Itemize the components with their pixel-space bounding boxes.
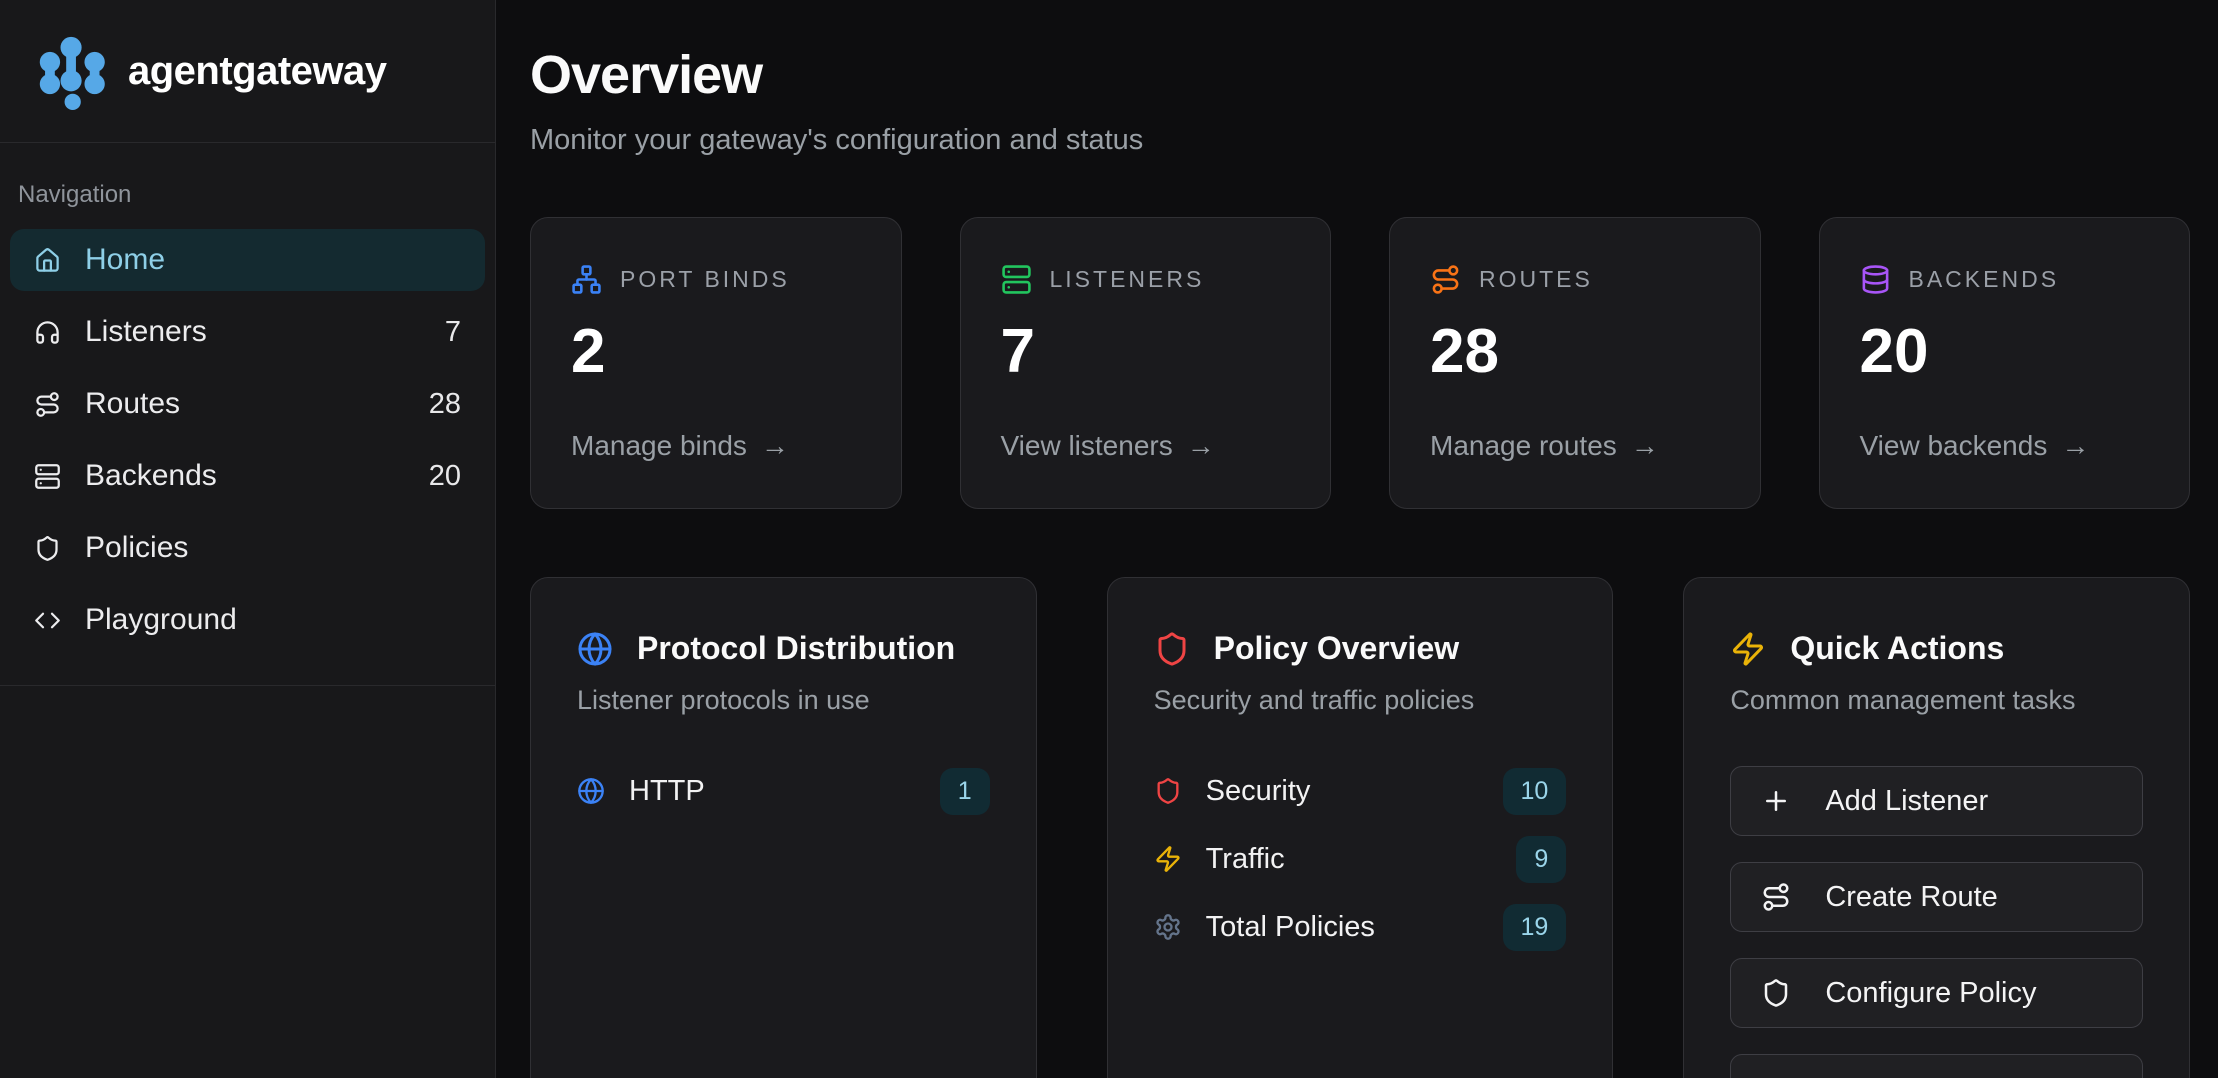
quick-action-button-partial[interactable]	[1730, 1054, 2143, 1078]
traffic-count-badge: 9	[1516, 835, 1567, 883]
sidebar-item-listeners[interactable]: Listeners 7	[10, 301, 485, 363]
policy-overview-card: Policy Overview Security and traffic pol…	[1106, 577, 1614, 1078]
plus-icon	[1766, 791, 1787, 811]
gear-icon	[1155, 914, 1180, 940]
lightning-icon	[1156, 846, 1180, 872]
sidebar-item-label: Backends	[85, 459, 217, 492]
manage-binds-link[interactable]: Manage binds →	[571, 430, 861, 462]
policy-row-security: Security 10	[1154, 767, 1567, 815]
row-label: HTTP	[629, 774, 705, 807]
agentgateway-logo-icon	[39, 36, 105, 110]
lightning-icon	[1733, 632, 1764, 665]
shield-icon	[1158, 632, 1186, 666]
shield-icon	[37, 535, 58, 561]
page-subtitle: Monitor your gateway's configuration and…	[530, 124, 1144, 156]
sidebar-item-home[interactable]: Home	[10, 229, 485, 291]
page-title: Overview	[530, 45, 763, 105]
quick-actions-card: Quick Actions Common management tasks Ad…	[1683, 577, 2190, 1078]
stat-card-port-binds: PORT BINDS 2 Manage binds →	[530, 217, 902, 509]
panel-subtitle: Security and traffic policies	[1153, 685, 1475, 715]
stat-label: LISTENERS	[1049, 266, 1205, 292]
protocol-distribution-card: Protocol Distribution Listener protocols…	[530, 577, 1037, 1078]
route-icon	[36, 391, 59, 417]
stat-value: 7	[1000, 317, 1035, 386]
action-button-label: Create Route	[1825, 880, 1998, 913]
server-icon	[35, 463, 60, 489]
panel-title: Quick Actions	[1790, 630, 2005, 666]
create-route-button[interactable]: Create Route	[1730, 862, 2143, 932]
stat-label: BACKENDS	[1908, 266, 2060, 292]
sidebar-item-label: Listeners	[85, 315, 207, 348]
stat-link-label: View backends	[1859, 430, 2048, 461]
row-label: Traffic	[1205, 842, 1285, 875]
view-listeners-link[interactable]: View listeners →	[1001, 430, 1291, 462]
shield-icon	[1157, 778, 1179, 804]
listeners-count-badge: 7	[444, 315, 461, 348]
view-backends-link[interactable]: View backends →	[1860, 430, 2150, 462]
network-icon	[572, 265, 601, 294]
panel-title: Policy Overview	[1213, 630, 1460, 666]
code-icon	[35, 612, 60, 628]
home-icon	[36, 247, 59, 272]
panel-subtitle: Common management tasks	[1730, 685, 2076, 715]
panel-subtitle: Listener protocols in use	[577, 685, 870, 715]
stats-grid: PORT BINDS 2 Manage binds → LISTENERS 7	[530, 217, 2190, 509]
sidebar: agentgateway Navigation Home Listeners 7	[0, 0, 496, 1078]
arrow-right-icon: →	[1186, 430, 1215, 461]
stat-value: 20	[1859, 317, 1929, 386]
route-icon	[1432, 265, 1459, 294]
stat-card-routes: ROUTES 28 Manage routes →	[1389, 217, 1761, 509]
policy-row-total: Total Policies 19	[1154, 903, 1567, 951]
backends-count-badge: 20	[428, 459, 461, 492]
sidebar-nav: Home Listeners 7 Routes 28	[0, 229, 495, 686]
sidebar-item-label: Home	[85, 243, 166, 276]
shield-icon	[1765, 979, 1788, 1007]
stat-label: PORT BINDS	[620, 266, 790, 292]
protocol-row-http: HTTP 1	[577, 767, 990, 815]
action-button-label: Add Listener	[1825, 784, 1989, 817]
sidebar-item-label: Playground	[85, 603, 237, 636]
manage-routes-link[interactable]: Manage routes →	[1430, 430, 1720, 462]
stat-value: 2	[571, 317, 606, 386]
routes-count-badge: 28	[428, 387, 461, 420]
add-listener-button[interactable]: Add Listener	[1730, 766, 2143, 836]
brand-name: agentgateway	[128, 48, 387, 93]
brand-header[interactable]: agentgateway	[0, 0, 495, 143]
stat-link-label: View listeners	[1000, 430, 1173, 461]
globe-icon	[578, 778, 604, 804]
arrow-right-icon: →	[760, 430, 789, 461]
globe-icon	[578, 632, 612, 665]
stat-label: ROUTES	[1479, 266, 1593, 292]
sidebar-item-playground[interactable]: Playground	[10, 589, 485, 651]
sidebar-item-label: Routes	[85, 387, 181, 420]
route-icon	[1763, 883, 1789, 911]
stat-link-label: Manage routes	[1430, 430, 1617, 461]
row-label: Security	[1205, 774, 1311, 807]
headphones-icon	[36, 320, 59, 344]
action-button-label: Configure Policy	[1825, 976, 2037, 1009]
main-content: Overview Monitor your gateway's configur…	[496, 0, 2218, 1078]
server-icon	[1001, 265, 1031, 294]
nav-section-label: Navigation	[18, 181, 132, 208]
arrow-right-icon: →	[2061, 430, 2090, 461]
sidebar-item-label: Policies	[85, 531, 189, 564]
total-policies-count-badge: 19	[1502, 903, 1567, 951]
stat-link-label: Manage binds	[571, 430, 747, 461]
policy-row-traffic: Traffic 9	[1154, 835, 1567, 883]
stat-value: 28	[1430, 317, 1499, 386]
row-label: Total Policies	[1205, 910, 1375, 943]
panel-title: Protocol Distribution	[637, 630, 956, 666]
database-icon	[1862, 265, 1888, 294]
stat-card-listeners: LISTENERS 7 View listeners →	[959, 217, 1331, 509]
lower-panels: Protocol Distribution Listener protocols…	[530, 577, 2190, 1078]
sidebar-item-policies[interactable]: Policies	[10, 517, 485, 579]
stat-card-backends: BACKENDS 20 View backends →	[1818, 217, 2190, 509]
arrow-right-icon: →	[1630, 430, 1659, 461]
configure-policy-button[interactable]: Configure Policy	[1730, 958, 2143, 1028]
http-count-badge: 1	[939, 767, 990, 815]
security-count-badge: 10	[1502, 767, 1567, 815]
sidebar-item-routes[interactable]: Routes 28	[10, 373, 485, 435]
sidebar-item-backends[interactable]: Backends 20	[10, 445, 485, 507]
